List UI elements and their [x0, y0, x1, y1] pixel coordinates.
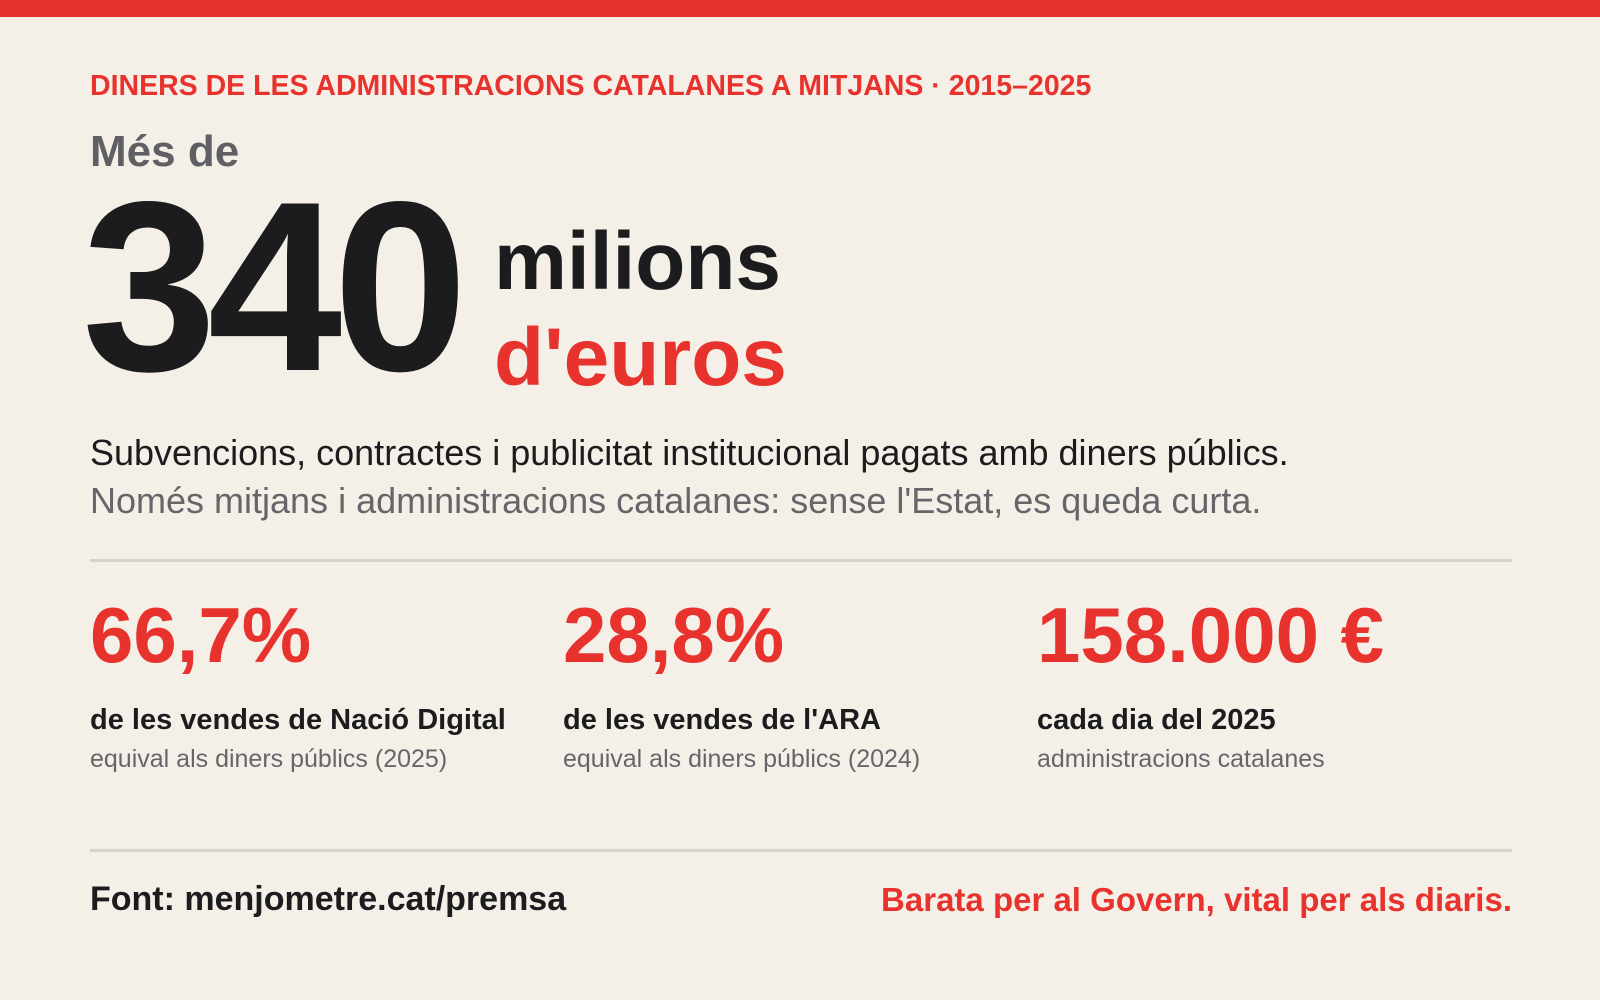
source-credit: Font: menjometre.cat/premsa — [90, 880, 567, 918]
stat-value: 158.000 € — [1037, 591, 1385, 679]
footer-tagline: Barata per al Govern, vital per als diar… — [881, 881, 1512, 918]
stat-label: de les vendes de Nació Digital — [90, 704, 506, 736]
stat-value: 28,8% — [563, 591, 785, 679]
stat-daily-2025: 158.000 € cada dia del 2025 administraci… — [1037, 596, 1384, 774]
headline-number: 340 — [82, 152, 468, 422]
description-line-2: Només mitjans i administracions catalane… — [90, 480, 1262, 521]
divider-bottom — [90, 849, 1512, 852]
top-accent-bar — [0, 0, 1600, 17]
divider-top — [90, 559, 1512, 562]
stat-note: administracions catalanes — [1037, 745, 1325, 773]
stat-label: cada dia del 2025 — [1037, 704, 1276, 736]
stat-note: equival als diners públics (2025) — [90, 745, 448, 773]
headline-unit-millions: milions — [494, 216, 782, 307]
kicker-heading: DINERS DE LES ADMINISTRACIONS CATALANES … — [90, 70, 1092, 102]
headline-unit-euros: d'euros — [494, 312, 787, 403]
lead-text: Més de — [90, 127, 240, 176]
stat-note: equival als diners públics (2024) — [563, 745, 921, 773]
stat-ara: 28,8% de les vendes de l'ARA equival als… — [563, 596, 920, 774]
description-line-1: Subvencions, contractes i publicitat ins… — [90, 432, 1289, 473]
stat-label: de les vendes de l'ARA — [563, 704, 881, 736]
stat-value: 66,7% — [90, 591, 312, 679]
stat-naciodigital: 66,7% de les vendes de Nació Digital equ… — [90, 596, 506, 774]
